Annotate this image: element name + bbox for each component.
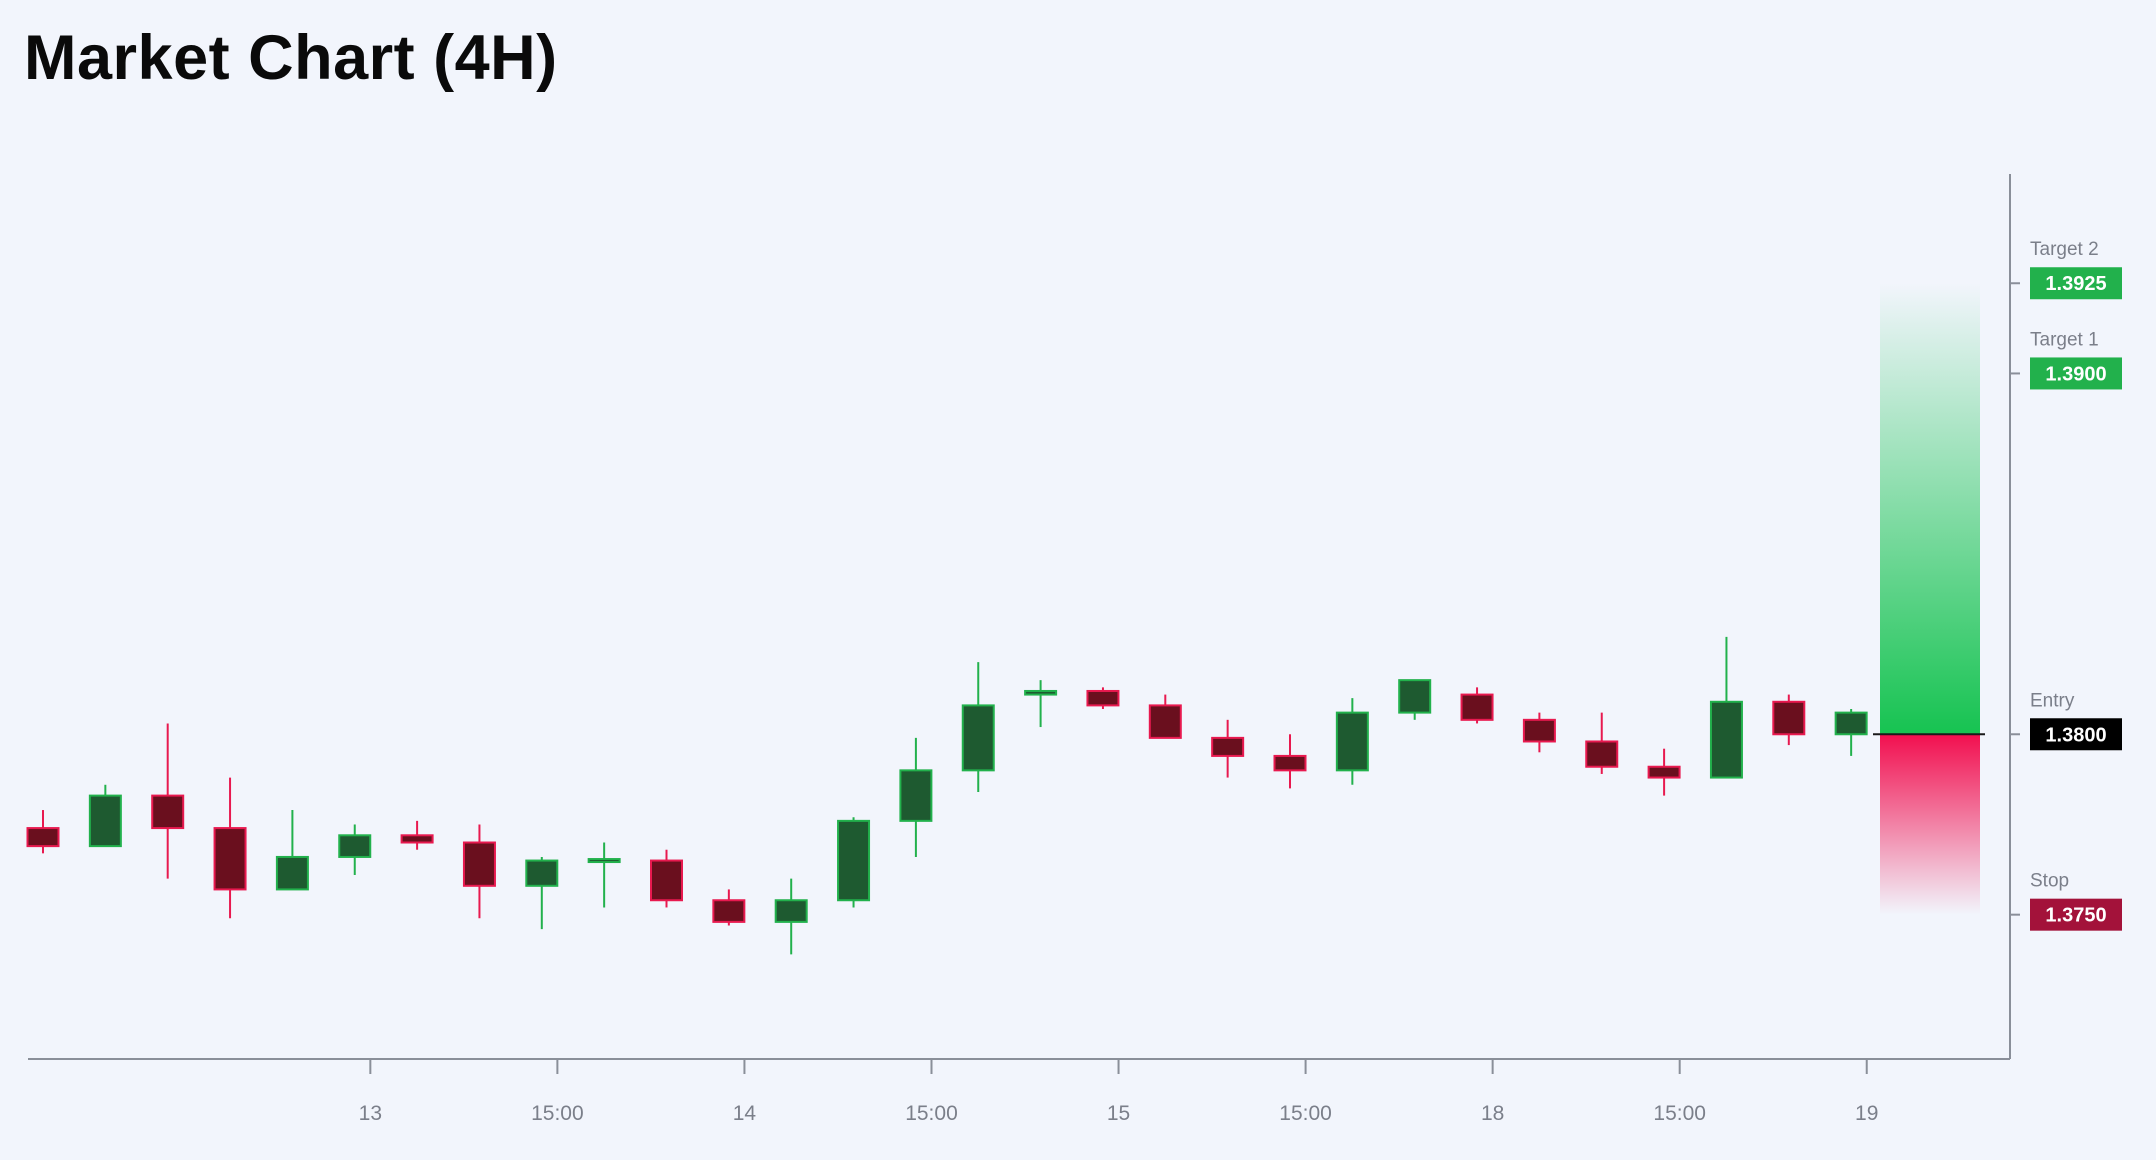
candle-body — [1522, 718, 1556, 743]
x-tick-label: 15:00 — [1279, 1102, 1332, 1125]
candle-bearish[interactable] — [650, 849, 683, 908]
level-badge — [2030, 267, 2122, 300]
level-name: Entry — [2030, 690, 2075, 711]
candle-bullish[interactable] — [1709, 636, 1743, 779]
level-name: Target 2 — [2030, 239, 2099, 260]
candle-bullish[interactable] — [1398, 679, 1432, 720]
candle-body — [650, 859, 683, 902]
candle-bearish[interactable] — [26, 810, 60, 854]
candle-body — [899, 769, 933, 822]
candle-body — [462, 841, 496, 887]
candle-body — [1460, 693, 1494, 721]
candle-bullish[interactable] — [587, 842, 621, 908]
candle-bearish[interactable] — [400, 820, 434, 850]
candle-bearish[interactable] — [213, 777, 247, 919]
level-name: Stop — [2030, 871, 2069, 892]
level-entry: Entry 1.3800 — [2010, 690, 2122, 751]
candle-bearish[interactable] — [712, 889, 746, 926]
candle-bearish[interactable] — [1148, 694, 1182, 739]
candle-bullish[interactable] — [837, 817, 871, 908]
x-tick-label: 14 — [733, 1102, 757, 1125]
level-value: 1.3900 — [2045, 363, 2106, 385]
candle-bullish[interactable] — [1335, 698, 1369, 785]
candle-bearish[interactable] — [1585, 712, 1619, 774]
level-stop: Stop 1.3750 — [2010, 871, 2122, 931]
candle-body — [587, 858, 621, 864]
x-tick-label: 15:00 — [905, 1102, 958, 1125]
candle-bullish[interactable] — [899, 737, 933, 857]
candle-body — [400, 834, 434, 844]
x-tick-label: 18 — [1481, 1102, 1504, 1125]
risk-reward-zones — [1873, 283, 1985, 915]
level-value: 1.3925 — [2045, 273, 2106, 295]
candle-body — [213, 827, 247, 891]
candle-bullish[interactable] — [275, 810, 309, 891]
candle-body — [88, 794, 122, 848]
candle-body — [1148, 704, 1182, 739]
candles-group — [26, 636, 1868, 955]
candle-body — [712, 899, 746, 923]
level-value: 1.3800 — [2045, 724, 2106, 746]
candle-bullish[interactable] — [1024, 680, 1058, 728]
candle-body — [525, 859, 559, 887]
candle-body — [1834, 711, 1868, 736]
candle-body — [1709, 700, 1743, 779]
level-badge — [2030, 718, 2122, 751]
candle-body — [1024, 689, 1058, 696]
candle-body — [151, 794, 185, 830]
candle-body — [275, 855, 309, 891]
price-levels-group: Target 2 1.3925 Target 1 1.3900 Entry 1.3800 S… — [2010, 239, 2122, 931]
candle-bullish[interactable] — [961, 662, 995, 792]
candle-bearish[interactable] — [1772, 694, 1806, 746]
candle-body — [1398, 679, 1432, 714]
candle-bullish[interactable] — [88, 784, 122, 848]
candle-body — [1772, 700, 1806, 736]
reward-zone — [1880, 283, 1980, 735]
chart-title: Market Chart (4H) — [24, 23, 558, 93]
level-target-1: Target 1 1.3900 — [2010, 329, 2122, 390]
candle-bearish[interactable] — [1211, 719, 1245, 778]
level-name: Target 1 — [2030, 329, 2099, 350]
candle-body — [1585, 740, 1619, 768]
candle-bearish[interactable] — [1647, 748, 1681, 796]
candle-body — [1647, 765, 1681, 779]
candle-bullish[interactable] — [1834, 709, 1868, 756]
candle-bearish[interactable] — [151, 723, 185, 879]
candle-bullish[interactable] — [525, 856, 559, 930]
candle-body — [1273, 754, 1307, 772]
level-target-2: Target 2 1.3925 — [2010, 239, 2122, 300]
candle-body — [338, 834, 372, 858]
x-tick-label: 19 — [1855, 1102, 1878, 1125]
candle-body — [961, 704, 995, 772]
candle-bearish[interactable] — [1522, 712, 1556, 753]
risk-zone — [1880, 734, 1980, 915]
candle-body — [1086, 689, 1120, 707]
candle-bullish[interactable] — [774, 878, 808, 955]
candle-body — [774, 899, 808, 923]
x-tick-label: 13 — [359, 1102, 382, 1125]
candle-body — [26, 827, 60, 848]
candle-bearish[interactable] — [462, 824, 496, 919]
candle-body — [1335, 711, 1369, 772]
x-tick-label: 15:00 — [531, 1102, 584, 1125]
level-badge — [2030, 898, 2122, 931]
candle-body — [837, 819, 871, 902]
level-value: 1.3750 — [2045, 905, 2106, 927]
candle-body — [1211, 736, 1245, 757]
axes-group: 13 15:00 14 15:00 15 15:00 18 15:00 19 — [28, 174, 2011, 1125]
x-tick-label: 15 — [1107, 1102, 1130, 1125]
level-badge — [2030, 357, 2122, 390]
candle-bearish[interactable] — [1086, 687, 1120, 710]
x-tick-label: 15:00 — [1653, 1102, 1706, 1125]
candle-bullish[interactable] — [338, 824, 372, 875]
candle-bearish[interactable] — [1273, 734, 1307, 789]
candle-bearish[interactable] — [1460, 687, 1494, 724]
